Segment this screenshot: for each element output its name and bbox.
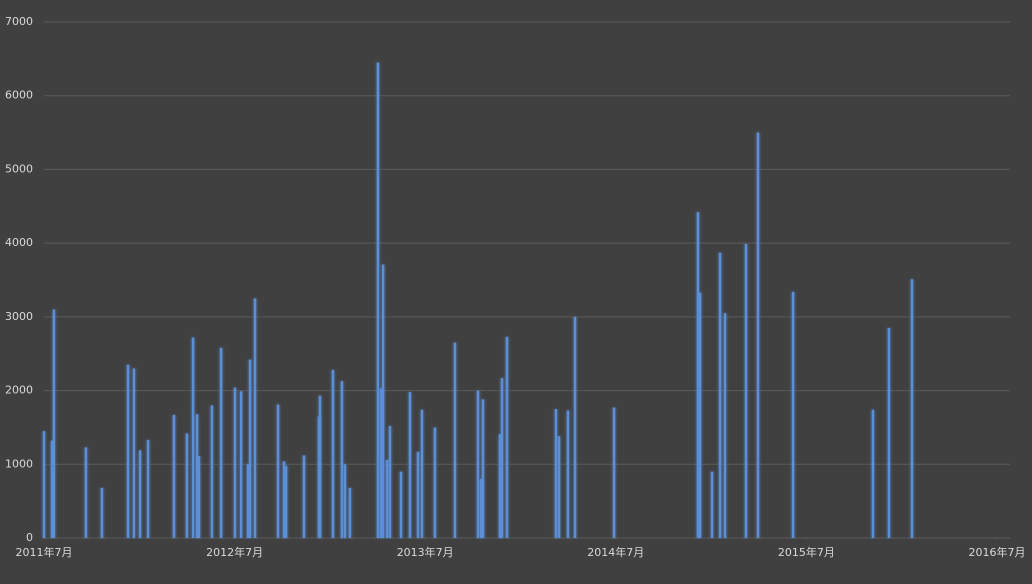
bar: [887, 327, 891, 538]
bar: [791, 291, 795, 538]
bar: [185, 433, 189, 538]
bar: [219, 347, 223, 538]
y-tick-label: 0: [26, 531, 33, 544]
bar: [871, 409, 875, 538]
bar: [42, 431, 46, 538]
bar: [416, 451, 420, 538]
bar: [910, 279, 914, 538]
bar: [191, 337, 195, 538]
bar: [379, 388, 383, 538]
bar: [433, 427, 437, 538]
bar: [172, 414, 176, 538]
x-tick-label: 2011年7月: [16, 545, 73, 559]
bar: [612, 407, 616, 538]
y-tick-label: 5000: [5, 162, 33, 175]
bar: [696, 212, 700, 538]
bar: [84, 447, 88, 538]
bar: [284, 465, 288, 538]
bar: [385, 459, 389, 538]
bar: [718, 252, 722, 538]
bar: [340, 380, 344, 538]
bar: [146, 439, 150, 538]
y-tick-label: 3000: [5, 310, 33, 323]
bar: [476, 390, 480, 538]
bar: [210, 405, 214, 538]
y-tick-label: 2000: [5, 384, 33, 397]
bar: [52, 309, 56, 538]
bar: [698, 292, 702, 538]
bar: [453, 342, 457, 538]
bar: [302, 455, 306, 538]
bar: [239, 391, 243, 538]
bar: [557, 436, 561, 538]
bar: [756, 132, 760, 539]
bar: [388, 425, 392, 538]
bar: [505, 336, 509, 538]
bar: [138, 450, 142, 538]
bar: [573, 316, 577, 538]
x-tick-label: 2012年7月: [206, 545, 263, 559]
bar: [500, 378, 504, 538]
bar: [710, 471, 714, 538]
y-tick-label: 6000: [5, 89, 33, 102]
y-tick-label: 1000: [5, 457, 33, 470]
bar: [318, 395, 322, 538]
bar: [399, 471, 403, 538]
bar: [246, 464, 250, 538]
bar: [331, 369, 335, 538]
bar: [723, 313, 727, 538]
y-tick-label: 7000: [5, 15, 33, 28]
bar: [348, 487, 352, 538]
bar: [282, 461, 286, 538]
bar: [100, 487, 104, 538]
x-tick-label: 2016年7月: [969, 545, 1026, 559]
x-tick-label: 2014年7月: [587, 545, 644, 559]
bar: [566, 410, 570, 538]
bar: [381, 264, 385, 538]
bar: [132, 368, 136, 538]
bar: [248, 359, 252, 538]
x-tick-label: 2013年7月: [397, 545, 454, 559]
x-tick-label: 2015年7月: [778, 545, 835, 559]
y-tick-label: 4000: [5, 236, 33, 249]
bar: [126, 364, 130, 538]
bar: [420, 409, 424, 538]
bar: [253, 298, 257, 538]
bar: [498, 434, 502, 538]
bar: [233, 387, 237, 538]
bar: [744, 243, 748, 538]
bar: [197, 456, 201, 538]
bar: [554, 409, 558, 538]
bar: [276, 404, 280, 538]
bar: [376, 62, 380, 539]
bar: [481, 399, 485, 538]
bar: [343, 464, 347, 538]
bar: [408, 392, 412, 538]
